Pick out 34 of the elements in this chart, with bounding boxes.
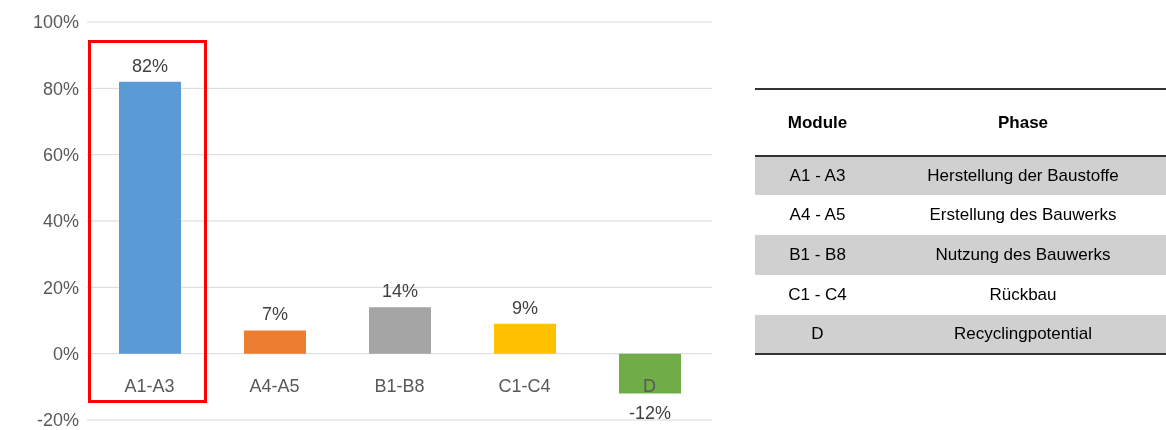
- text: A4 - A5: [788, 204, 847, 226]
- data-label: 7%: [261, 304, 289, 325]
- text: D: [810, 323, 825, 345]
- x-tick-label: D: [643, 375, 656, 396]
- data-label: -12%: [628, 403, 672, 424]
- bar: [244, 330, 306, 354]
- bar: [494, 323, 556, 354]
- x-tick-label: A4-A5: [249, 375, 300, 396]
- data-label: 14%: [381, 281, 419, 302]
- text: Module: [786, 111, 849, 134]
- text: A1 - A3: [788, 165, 847, 187]
- text: B1 - B8: [788, 244, 847, 266]
- text: Nutzung des Bauwerks: [934, 244, 1112, 266]
- x-tick-label: C1-C4: [498, 375, 551, 396]
- data-label: 82%: [131, 55, 169, 76]
- x-tick-label: B1-B8: [374, 375, 425, 396]
- text: Herstellung der Baustoffe: [926, 165, 1120, 187]
- bar: [119, 81, 181, 354]
- x-tick-label: A1-A3: [124, 375, 175, 396]
- bar: [369, 307, 431, 354]
- bar: [619, 353, 681, 394]
- text: Erstellung des Bauwerks: [928, 204, 1118, 226]
- text: Rückbau: [988, 284, 1058, 306]
- text: Recyclingpotential: [953, 323, 1093, 345]
- y-tick-label: -20%: [36, 410, 79, 430]
- y-tick-label: 40%: [42, 211, 79, 232]
- y-tick-label: 80%: [42, 78, 79, 99]
- y-tick-label: 100%: [32, 12, 79, 33]
- text: C1 - C4: [787, 284, 848, 306]
- text: Phase: [996, 111, 1050, 134]
- y-tick-label: 60%: [42, 145, 79, 166]
- data-label: 9%: [511, 297, 539, 318]
- y-tick-label: 20%: [42, 277, 79, 298]
- y-tick-label: 0%: [52, 344, 79, 365]
